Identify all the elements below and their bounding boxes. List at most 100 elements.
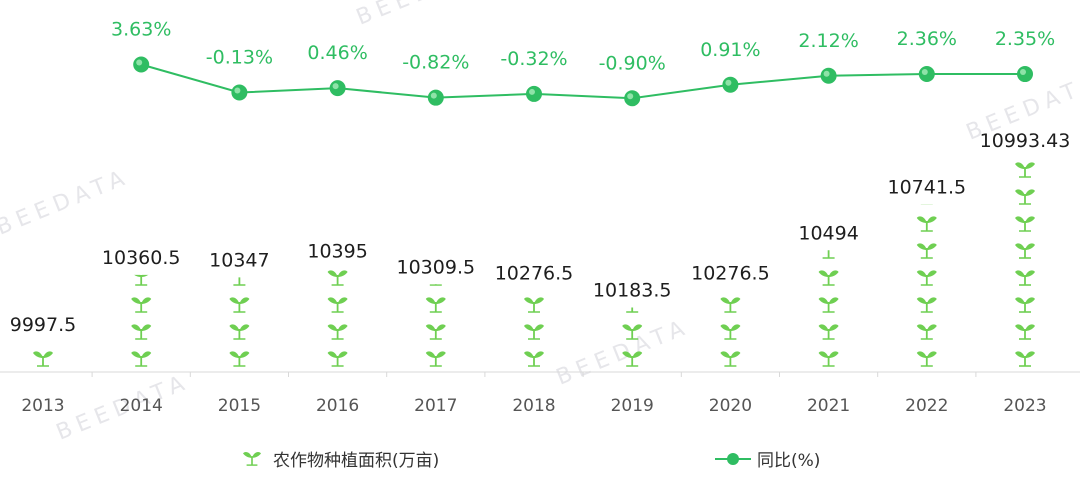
- sprout-icon: [327, 324, 348, 340]
- yoy-point-highlight: [529, 88, 535, 95]
- sprout-icon: [916, 216, 937, 232]
- sprout-icon: [818, 297, 839, 313]
- yoy-point-highlight: [332, 83, 339, 90]
- bar[interactable]: [622, 270, 643, 367]
- bar-value-label: 10741.5: [888, 177, 967, 199]
- sprout-icon: [243, 451, 261, 466]
- yoy-value-label: -0.82%: [402, 52, 469, 74]
- yoy-line: [140, 63, 1026, 100]
- sprout-icon: [1015, 270, 1035, 286]
- sprout-icon: [822, 250, 835, 259]
- yoy-point-highlight: [725, 79, 732, 86]
- x-tick-label: 2018: [512, 396, 555, 416]
- legend-item-yoy[interactable]: 同比(%): [715, 451, 820, 471]
- bar[interactable]: [1015, 135, 1035, 367]
- yoy-value-label: -0.13%: [206, 47, 273, 69]
- bar-data-labels: 9997.5 10360.5 10347 10395 10309.5 10276.5 101…: [10, 130, 1071, 336]
- sprout-icon: [425, 324, 446, 340]
- sprout-icon: [916, 270, 937, 286]
- sprout-icon: [425, 297, 446, 313]
- bar-value-label: 10494: [798, 222, 858, 244]
- sprout-icon: [327, 270, 348, 286]
- legend-item-area[interactable]: 农作物种植面积(万亩): [243, 451, 439, 471]
- line-data-labels: 3.63% -0.13% 0.46% -0.82% -0.32% -0.90% 0.91% 2…: [111, 19, 1055, 75]
- sprout-icon: [229, 324, 250, 340]
- x-tick-label: 2014: [120, 396, 163, 416]
- yoy-point-highlight: [1020, 69, 1026, 76]
- x-tick-label: 2016: [316, 396, 359, 416]
- sprout-icon: [524, 297, 544, 313]
- sprout-icon: [916, 243, 937, 259]
- sprout-icon: [425, 351, 446, 367]
- sprout-icon: [429, 284, 442, 286]
- sprout-icon: [917, 162, 937, 177]
- yoy-point-highlight: [921, 68, 928, 75]
- x-tick-label: 2022: [905, 396, 948, 416]
- bar[interactable]: [916, 162, 937, 367]
- x-tick-label: 2021: [807, 396, 850, 416]
- legend: 农作物种植面积(万亩) 同比(%): [243, 451, 820, 471]
- sprout-icon: [622, 324, 643, 340]
- sprout-icon: [243, 451, 261, 466]
- yoy-point-highlight: [823, 70, 830, 77]
- sprout-icon: [327, 351, 348, 367]
- sprout-icon: [33, 351, 53, 367]
- sprout-icon: [1015, 216, 1035, 232]
- bar-value-label: 10276.5: [691, 262, 770, 284]
- bar-value-label: 10360.5: [102, 247, 181, 269]
- bar[interactable]: [33, 297, 53, 367]
- yoy-value-label: 2.35%: [995, 28, 1055, 50]
- sprout-icon: [626, 307, 639, 313]
- sprout-icon: [327, 297, 348, 313]
- bar[interactable]: [425, 243, 446, 367]
- sprout-icon: [720, 324, 741, 340]
- sprout-icon: [916, 351, 937, 367]
- sprout-icon: [916, 324, 937, 340]
- sprout-icon: [229, 297, 250, 313]
- sprout-icon: [33, 297, 53, 312]
- sprout-icon: [622, 351, 643, 367]
- bar[interactable]: [327, 243, 348, 367]
- x-axis-ticks: 2013 2014 2015 2016 2017 2018 2019 2020 2021 2022…: [21, 372, 1047, 416]
- yoy-point-highlight: [430, 92, 437, 99]
- yoy-value-label: 0.46%: [307, 42, 367, 64]
- sprout-icon: [1015, 324, 1035, 340]
- x-tick-label: 2020: [709, 396, 752, 416]
- bar-value-label: 10309.5: [397, 256, 476, 278]
- bar-value-label: 10276.5: [495, 262, 574, 284]
- x-tick-label: 2015: [218, 396, 261, 416]
- bar-value-label: 10993.43: [980, 130, 1071, 152]
- sprout-icon: [233, 277, 246, 286]
- sprout-icon: [818, 270, 839, 286]
- yoy-point-highlight: [627, 93, 634, 100]
- yoy-value-label: -0.32%: [500, 48, 567, 70]
- yoy-value-label: 2.36%: [897, 28, 957, 50]
- legend-label-yoy: 同比(%): [757, 451, 820, 471]
- sprout-icon: [818, 351, 839, 367]
- sprout-icon: [818, 324, 839, 340]
- sprout-icon: [229, 351, 250, 367]
- legend-marker-icon: [727, 453, 739, 465]
- bar[interactable]: [131, 243, 152, 367]
- sprout-icon: [524, 351, 544, 367]
- x-tick-label: 2019: [611, 396, 654, 416]
- bar-value-label: 10395: [307, 241, 367, 263]
- bar[interactable]: [818, 216, 839, 367]
- yoy-value-label: 3.63%: [111, 19, 171, 41]
- sprout-icon: [524, 324, 544, 340]
- yoy-point-highlight: [234, 87, 241, 94]
- bar[interactable]: [720, 270, 741, 367]
- x-tick-label: 2013: [21, 396, 64, 416]
- legend-label-area: 农作物种植面积(万亩): [273, 451, 439, 471]
- yoy-value-label: 0.91%: [700, 39, 760, 61]
- watermark-text: BEEDATA: [0, 164, 134, 240]
- sprout-icon: [1015, 189, 1035, 205]
- bar[interactable]: [524, 270, 544, 367]
- bar[interactable]: [229, 243, 250, 367]
- sprout-icon: [1015, 351, 1035, 367]
- bar-value-label: 10347: [209, 249, 269, 271]
- line-series: [133, 56, 1033, 107]
- bar-value-label: 10183.5: [593, 280, 672, 302]
- sprout-icon: [720, 297, 741, 313]
